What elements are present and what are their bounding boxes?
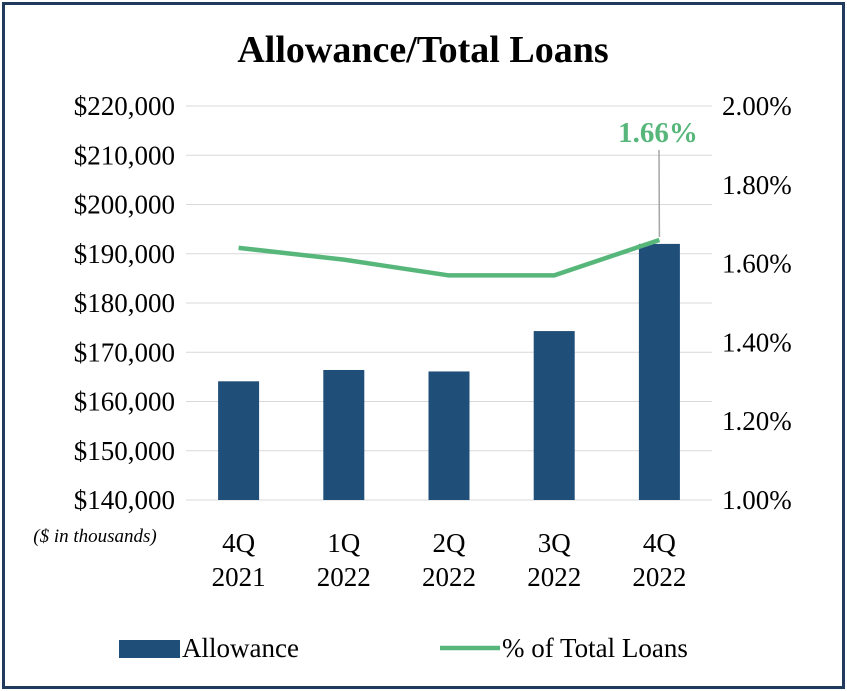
left-tick-label: $140,000 bbox=[74, 485, 175, 515]
bar bbox=[323, 369, 365, 500]
left-tick-label: $180,000 bbox=[74, 288, 175, 318]
annotation-label: 1.66% bbox=[618, 117, 698, 149]
legend-label-percent: % of Total Loans bbox=[502, 633, 688, 663]
bar bbox=[428, 371, 470, 500]
bar bbox=[638, 243, 680, 500]
right-tick-label: 1.40% bbox=[722, 327, 792, 357]
legend: Allowance % of Total Loans bbox=[119, 633, 688, 663]
right-axis-ticks: 1.00% 1.20% 1.40% 1.60% 1.80% 2.00% bbox=[722, 91, 792, 515]
legend-bar-swatch bbox=[119, 640, 180, 658]
left-axis-ticks: $140,000 $150,000 $160,000 $170,000 $180,000… bbox=[74, 91, 175, 515]
left-tick-label: $190,000 bbox=[74, 239, 175, 269]
x-tick-label: 3Q 2022 bbox=[527, 528, 581, 592]
legend-label-allowance: Allowance bbox=[182, 633, 299, 663]
left-tick-label: $150,000 bbox=[74, 436, 175, 466]
x-tick-label: 4Q 2022 bbox=[632, 528, 686, 592]
right-tick-label: 2.00% bbox=[722, 91, 792, 121]
bars bbox=[218, 243, 680, 500]
right-tick-label: 1.80% bbox=[722, 170, 792, 200]
line-series bbox=[238, 237, 661, 278]
line-path bbox=[238, 237, 661, 278]
left-tick-label: $200,000 bbox=[74, 190, 175, 220]
bar bbox=[218, 381, 260, 500]
bar bbox=[533, 331, 575, 500]
right-tick-label: 1.20% bbox=[722, 406, 792, 436]
left-tick-label: $170,000 bbox=[74, 337, 175, 367]
units-note: ($ in thousands) bbox=[33, 526, 157, 547]
left-tick-label: $220,000 bbox=[74, 91, 175, 121]
data-label-annotation: 1.66% bbox=[618, 117, 698, 237]
right-tick-label: 1.60% bbox=[722, 249, 792, 279]
left-tick-label: $160,000 bbox=[74, 387, 175, 417]
x-axis-ticks: 4Q 2021 1Q 2022 2Q 2022 3Q 2022 4Q 2022 bbox=[212, 528, 687, 592]
x-tick-label: 2Q 2022 bbox=[422, 528, 476, 592]
x-tick-label: 1Q 2022 bbox=[317, 528, 371, 592]
chart-title: Allowance/Total Loans bbox=[237, 29, 608, 71]
x-tick-label: 4Q 2021 bbox=[212, 528, 266, 592]
left-tick-label: $210,000 bbox=[74, 140, 175, 170]
right-tick-label: 1.00% bbox=[722, 485, 792, 515]
